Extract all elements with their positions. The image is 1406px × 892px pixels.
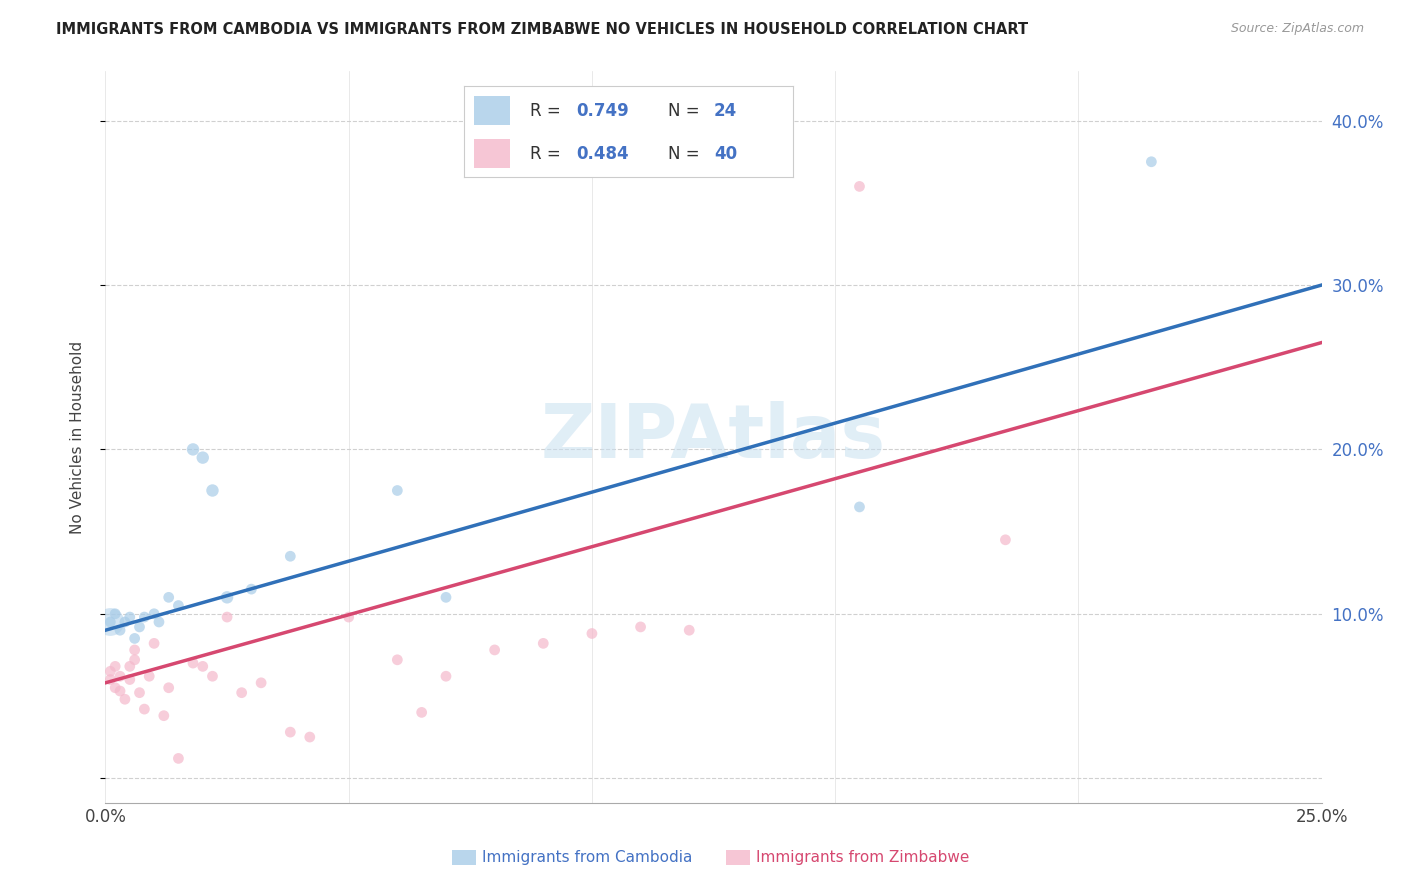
Point <box>148 615 170 629</box>
Point <box>434 669 457 683</box>
Point <box>108 669 131 683</box>
Point <box>124 643 146 657</box>
Point <box>201 669 224 683</box>
Point <box>411 706 433 720</box>
Point <box>104 681 127 695</box>
Point <box>134 610 156 624</box>
Text: Immigrants from Cambodia: Immigrants from Cambodia <box>482 850 693 865</box>
Point <box>434 591 457 605</box>
Point <box>124 653 146 667</box>
Point <box>128 686 150 700</box>
Bar <box>453 850 477 865</box>
Point <box>278 549 301 564</box>
Point <box>848 179 870 194</box>
Point <box>143 607 166 621</box>
Point <box>278 725 301 739</box>
Point <box>387 653 409 667</box>
Point <box>118 673 141 687</box>
Point <box>167 751 190 765</box>
Point <box>337 610 360 624</box>
Point <box>201 483 224 498</box>
Point <box>98 665 121 679</box>
Point <box>108 624 131 638</box>
Bar <box>725 850 749 865</box>
Y-axis label: No Vehicles in Household: No Vehicles in Household <box>70 341 84 533</box>
Point <box>191 659 214 673</box>
Point <box>387 483 409 498</box>
Point <box>678 624 700 638</box>
Point <box>153 708 176 723</box>
Point <box>138 669 160 683</box>
Point <box>484 643 506 657</box>
Point <box>108 684 131 698</box>
Point <box>848 500 870 514</box>
Point <box>298 730 321 744</box>
Point <box>114 615 136 629</box>
Point <box>217 591 239 605</box>
Point <box>124 632 146 646</box>
Point <box>118 659 141 673</box>
Point <box>98 615 121 629</box>
Point <box>104 607 127 621</box>
Point <box>181 656 204 670</box>
Point <box>118 610 141 624</box>
Point <box>167 599 190 613</box>
Text: IMMIGRANTS FROM CAMBODIA VS IMMIGRANTS FROM ZIMBABWE NO VEHICLES IN HOUSEHOLD CO: IMMIGRANTS FROM CAMBODIA VS IMMIGRANTS F… <box>56 22 1028 37</box>
Point <box>157 591 180 605</box>
Text: ZIPAtlas: ZIPAtlas <box>541 401 886 474</box>
Point <box>134 702 156 716</box>
Point <box>531 636 554 650</box>
Point <box>191 450 214 465</box>
Point <box>231 686 253 700</box>
Point <box>994 533 1017 547</box>
Text: Immigrants from Zimbabwe: Immigrants from Zimbabwe <box>756 850 970 865</box>
Point <box>181 442 204 457</box>
Point <box>581 626 603 640</box>
Point <box>128 620 150 634</box>
Point <box>157 681 180 695</box>
Point <box>240 582 263 596</box>
Point <box>250 675 273 690</box>
Point <box>98 673 121 687</box>
Point <box>104 659 127 673</box>
Point <box>1140 154 1163 169</box>
Point <box>630 620 652 634</box>
Point <box>114 692 136 706</box>
Point <box>98 615 121 629</box>
Point <box>217 610 239 624</box>
Point <box>143 636 166 650</box>
Text: Source: ZipAtlas.com: Source: ZipAtlas.com <box>1230 22 1364 36</box>
